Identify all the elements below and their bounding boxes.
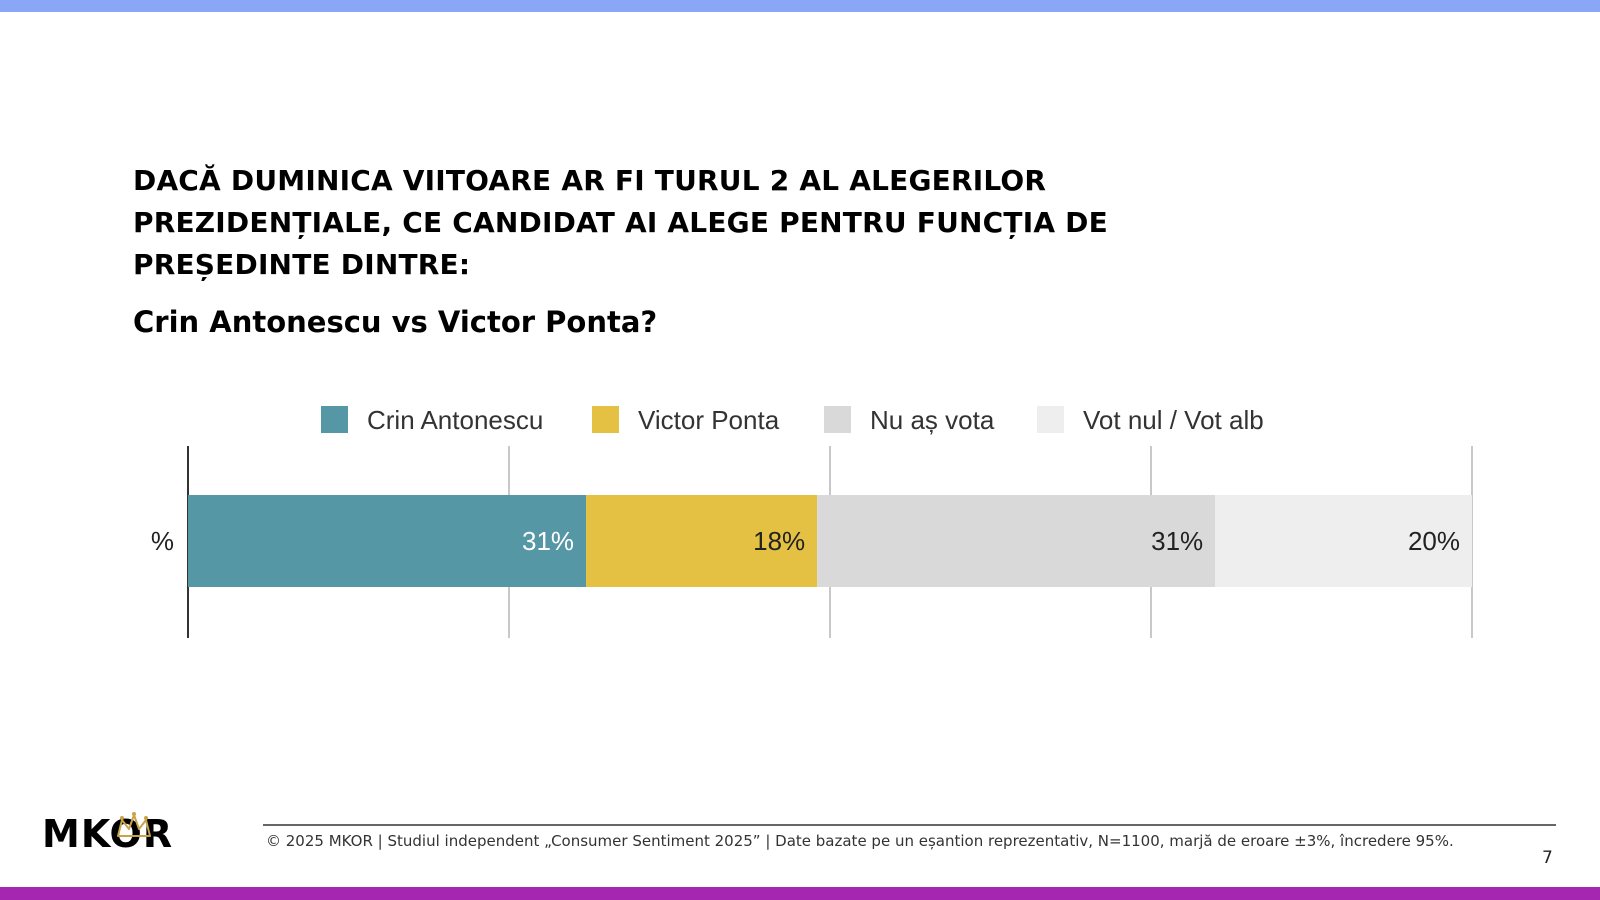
legend-label-crin-antonescu: Crin Antonescu <box>367 405 543 435</box>
footer-divider <box>263 824 1556 826</box>
top-accent-bar <box>0 0 1600 12</box>
legend-swatch-nu-as-vota <box>824 406 851 433</box>
legend-label-nu-as-vota: Nu aș vota <box>870 405 995 435</box>
legend-label-vot-nul-vot-alb: Vot nul / Vot alb <box>1083 405 1264 435</box>
footer-text: © 2025 MKOR | Studiul independent „Consu… <box>266 832 1454 850</box>
bottom-accent-bar <box>0 887 1600 900</box>
crown-icon <box>117 812 151 837</box>
bar-victor-ponta <box>586 495 818 587</box>
stacked-bar-chart: Crin Antonescu Victor Ponta Nu aș vota Vot … <box>151 405 1473 638</box>
bar-vot-nul-vot-alb <box>1215 495 1472 587</box>
data-label-vot-nul-vot-alb: 20% <box>1408 526 1460 556</box>
bar-nu-as-vota <box>817 495 1216 587</box>
category-label: % <box>151 526 174 556</box>
legend-swatch-vot-nul-vot-alb <box>1037 406 1064 433</box>
question-title: DACĂ DUMINICA VIITOARE AR FI TURUL 2 AL … <box>133 164 1108 281</box>
data-label-nu-as-vota: 31% <box>1151 526 1203 556</box>
bar-crin-antonescu <box>188 495 587 587</box>
legend-swatch-crin-antonescu <box>321 406 348 433</box>
question-subtitle: Crin Antonescu vs Victor Ponta? <box>133 305 658 339</box>
page-number: 7 <box>1542 848 1553 868</box>
legend-swatch-victor-ponta <box>592 406 619 433</box>
legend-label-victor-ponta: Victor Ponta <box>638 405 780 435</box>
data-label-crin-antonescu: 31% <box>522 526 574 556</box>
data-label-victor-ponta: 18% <box>753 526 805 556</box>
